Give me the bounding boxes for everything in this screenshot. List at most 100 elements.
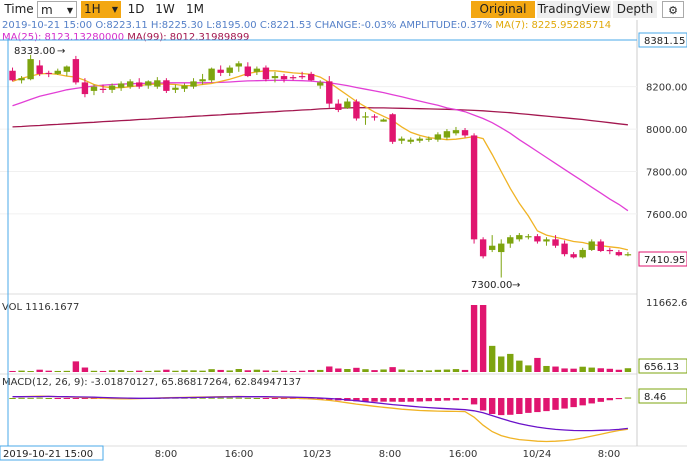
volume-bar — [624, 368, 632, 372]
candle-body — [280, 76, 288, 80]
candle-body — [289, 77, 297, 79]
macd-histogram-bar — [199, 397, 206, 399]
volume-bar — [588, 367, 595, 372]
candle-body — [570, 254, 577, 258]
volume-bar — [226, 370, 233, 372]
candle-body — [624, 254, 632, 256]
candle-body — [217, 69, 224, 73]
volume-bar — [344, 369, 351, 372]
time-tick-label: 16:00 — [449, 449, 478, 460]
macd-current-label-box — [638, 388, 687, 404]
interval-1d-button[interactable]: 1D — [127, 2, 145, 16]
candle-body — [525, 236, 532, 238]
ohlc-change: CHANGE:-0.03% — [314, 20, 397, 31]
volume-bar — [425, 370, 433, 372]
volume-bar — [434, 369, 442, 372]
candle-body — [470, 135, 478, 240]
candle-body — [326, 81, 333, 104]
volume-bar — [298, 370, 306, 372]
ohlc-info-line: 2019-10-21 15:00 O:8223.11 H:8225.30 L:8… — [2, 20, 611, 31]
macd-histogram-bar — [45, 398, 52, 399]
candle-body — [606, 249, 614, 252]
macd-histogram-bar — [217, 397, 224, 399]
interval-unit-value: m — [41, 3, 53, 17]
macd-histogram-bar — [507, 398, 514, 415]
volume-bar — [488, 345, 496, 372]
candle-body — [579, 249, 586, 258]
candle-body — [380, 119, 387, 122]
interval-1w-button[interactable]: 1W — [155, 2, 175, 16]
interval-selected-value: 1H — [84, 2, 101, 16]
volume-max-label: 11662.66 — [646, 298, 687, 309]
candle-body — [262, 67, 270, 80]
candle-body — [561, 243, 568, 255]
candle-body — [181, 85, 188, 89]
view-original-button[interactable]: Original — [471, 1, 535, 18]
macd-histogram-bar — [9, 398, 16, 399]
volume-bar — [525, 365, 532, 372]
volume-bar — [335, 368, 342, 372]
settings-button[interactable]: ⚙ — [662, 1, 684, 18]
volume-bar — [416, 370, 423, 372]
price-tick-label: 8000.00 — [646, 125, 687, 136]
macd-histogram-bar — [516, 398, 523, 414]
interval-1h-select[interactable]: 1H ▼ — [81, 1, 121, 18]
volume-bar — [498, 356, 505, 372]
time-tick-label: 8:00 — [155, 449, 177, 460]
view-tradingview-button[interactable]: TradingView — [537, 1, 611, 18]
candle-body — [298, 76, 306, 78]
candle-body — [317, 82, 324, 86]
volume-bar — [262, 370, 270, 372]
candle-body — [498, 243, 505, 253]
candle-body — [371, 116, 378, 118]
volume-bar — [606, 368, 614, 372]
candle-body — [136, 82, 143, 87]
volume-bar — [108, 370, 116, 372]
candle-body — [407, 139, 414, 142]
ma7-line — [12, 70, 629, 251]
macd-histogram-bar — [235, 397, 242, 399]
macd-histogram-bar — [280, 398, 288, 399]
price-tick-label: 7600.00 — [646, 210, 687, 221]
volume-bar — [136, 370, 143, 372]
macd-histogram-bar — [262, 398, 270, 399]
ohlc-close: C:8221.53 — [259, 20, 312, 31]
time-tick-label: 10/24 — [523, 449, 552, 460]
macd-histogram-bar — [498, 398, 505, 416]
volume-bar — [36, 369, 43, 372]
macd-histogram-bar — [226, 397, 233, 399]
macd-histogram-bar — [389, 398, 396, 402]
candle-body — [90, 86, 98, 91]
interval-1m-button[interactable]: 1M — [186, 2, 204, 16]
high-marker-label: 8333.00 — [14, 46, 55, 57]
volume-bar — [99, 370, 107, 372]
volume-bar — [54, 370, 61, 372]
time-tick-label: 10/23 — [303, 449, 332, 460]
macd-histogram-bar — [72, 398, 80, 399]
volume-bar — [407, 370, 414, 372]
macd-histogram-bar — [425, 398, 433, 402]
candle-body — [271, 76, 279, 79]
macd-histogram-bar — [244, 397, 252, 399]
macd-histogram-bar — [597, 398, 604, 402]
volume-bars — [9, 305, 632, 372]
high-marker-arrow: → — [57, 46, 65, 57]
candle-body — [307, 73, 315, 81]
candle-body — [389, 114, 396, 142]
candle-body — [27, 59, 34, 80]
candle-body — [163, 80, 170, 91]
macd-histogram-bar — [416, 398, 423, 402]
ma99-line — [12, 107, 628, 128]
volume-bar — [244, 370, 252, 372]
candle-body — [416, 138, 423, 141]
volume-bar — [145, 370, 152, 372]
macd-histogram-bar — [353, 398, 360, 402]
view-depth-button[interactable]: Depth — [613, 1, 657, 18]
interval-unit-select[interactable]: m ▼ — [37, 1, 77, 18]
volume-bar — [172, 370, 179, 372]
volume-bar — [81, 367, 89, 372]
candle-body — [117, 83, 125, 88]
ma25-value: MA(25): 8123.13280000 — [2, 32, 125, 43]
macd-histogram-bar — [190, 397, 197, 399]
